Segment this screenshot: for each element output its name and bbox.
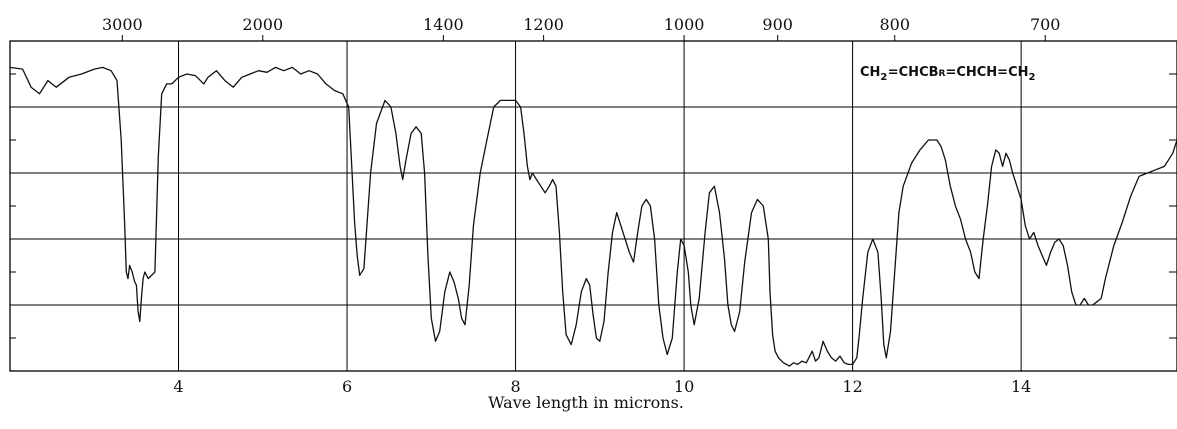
x-tick-label-top: 1000 (664, 15, 705, 34)
formula-part: CH (860, 65, 880, 80)
x-tick-label-top: 900 (762, 15, 793, 34)
x-tick-label-bottom: 14 (1011, 377, 1031, 396)
formula-part: R (939, 69, 946, 79)
x-tick-label-top: 3000 (102, 15, 143, 34)
x-tick-label-top: 2000 (242, 15, 283, 34)
x-tick-label-bottom: 8 (510, 377, 520, 396)
x-tick-label-top: 700 (1030, 15, 1061, 34)
bottom-axis-microns: 4 6 8 10 12 14 (173, 377, 1031, 396)
x-tick-label-bottom: 10 (674, 377, 694, 396)
x-tick-label-top: 800 (879, 15, 910, 34)
top-axis-wavenumber: 3000 2000 1400 1200 1000 900 800 700 (102, 15, 1061, 41)
x-tick-label-bottom: 12 (842, 377, 862, 396)
left-axis-ticks (10, 73, 16, 339)
x-tick-label-bottom: 4 (173, 377, 183, 396)
formula-part: =CHCB (888, 65, 939, 80)
formula-subscript: 2 (880, 72, 887, 83)
x-axis-title: Wave length in microns. (488, 393, 684, 412)
right-axis-ticks (1169, 73, 1177, 339)
x-tick-label-bottom: 6 (342, 377, 352, 396)
spectrum-series-line (9, 66, 1177, 367)
x-tick-label-top: 1400 (423, 15, 464, 34)
x-tick-label-top: 1200 (523, 15, 564, 34)
compound-formula-annotation: CH2 =CHCBR=CHCH=CH2 (860, 65, 1036, 83)
formula-part: =CHCH=CH (945, 65, 1028, 80)
formula-subscript: 2 (1029, 72, 1036, 83)
